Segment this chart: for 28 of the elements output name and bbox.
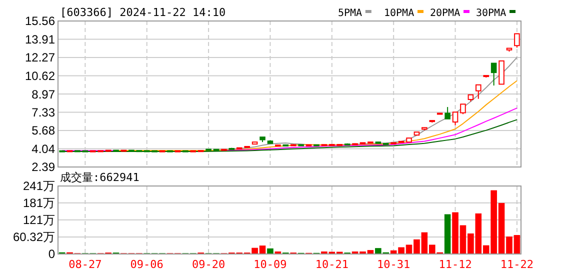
- y-tick-label: 15.56: [24, 14, 56, 28]
- x-tick-label: 11-22: [500, 258, 534, 271]
- x-tick-label: 10-31: [377, 258, 410, 271]
- x-tick-label: 10-21: [315, 258, 348, 271]
- y-tick-label: 10.62: [24, 68, 56, 83]
- legend-label: 10PMA: [384, 8, 414, 19]
- chart-title: [603366] 2024-11-22 14:10: [60, 6, 226, 19]
- y-tick-label: 60.32万: [12, 230, 55, 244]
- y-tick-label: 12.27: [24, 50, 56, 65]
- y-tick-label: 7.33: [32, 105, 56, 120]
- y-tick-label: 13.91: [24, 32, 56, 46]
- x-tick-label: 11-12: [438, 258, 472, 271]
- y-tick-label: 181万: [22, 196, 55, 210]
- chart-title: 成交量:662941: [60, 171, 140, 184]
- y-tick-label: 0: [48, 247, 56, 262]
- x-tick-label: 09-20: [192, 258, 226, 271]
- y-tick-label: 241万: [22, 179, 55, 194]
- y-tick-label: 4.04: [32, 142, 56, 156]
- y-tick-label: 8.97: [32, 87, 56, 102]
- legend-label: 20PMA: [430, 8, 460, 19]
- x-tick-label: 09-06: [130, 258, 164, 271]
- y-tick-label: 121万: [22, 213, 55, 228]
- y-tick-label: 5.68: [32, 124, 56, 138]
- legend-label: 30PMA: [476, 8, 506, 19]
- legend-label: 5PMA: [338, 8, 362, 19]
- y-tick-label: 2.39: [32, 160, 56, 174]
- x-tick-label: 08-27: [68, 258, 102, 271]
- x-tick-label: 10-09: [254, 258, 287, 271]
